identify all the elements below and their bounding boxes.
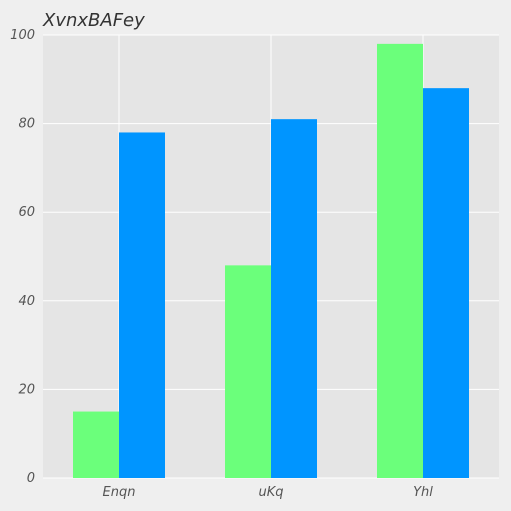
bar-uKq-series-1 [225, 265, 271, 478]
bar-uKq-series-2 [271, 119, 317, 479]
x-tick-label: Enqn [103, 485, 136, 500]
bar-Enqn-series-2 [119, 132, 165, 478]
bar-Enqn-series-1 [73, 411, 119, 478]
bar-Yhl-series-1 [377, 43, 423, 479]
bars [73, 43, 469, 479]
y-tick-label: 80 [18, 117, 35, 132]
y-axis-ticks: 0 20 40 60 80 100 [10, 28, 35, 486]
chart-title: XvnxBAFey [42, 10, 145, 31]
y-tick-label: 40 [18, 294, 35, 309]
y-tick-label: 60 [18, 205, 35, 220]
y-tick-label: 20 [18, 382, 35, 397]
x-tick-label: Yhl [413, 485, 433, 500]
y-tick-label: 0 [27, 471, 35, 486]
bar-Yhl-series-2 [423, 88, 469, 478]
x-tick-label: uKq [258, 485, 283, 500]
x-axis-ticks: Enqn uKq Yhl [103, 485, 434, 500]
y-tick-label: 100 [10, 28, 35, 43]
